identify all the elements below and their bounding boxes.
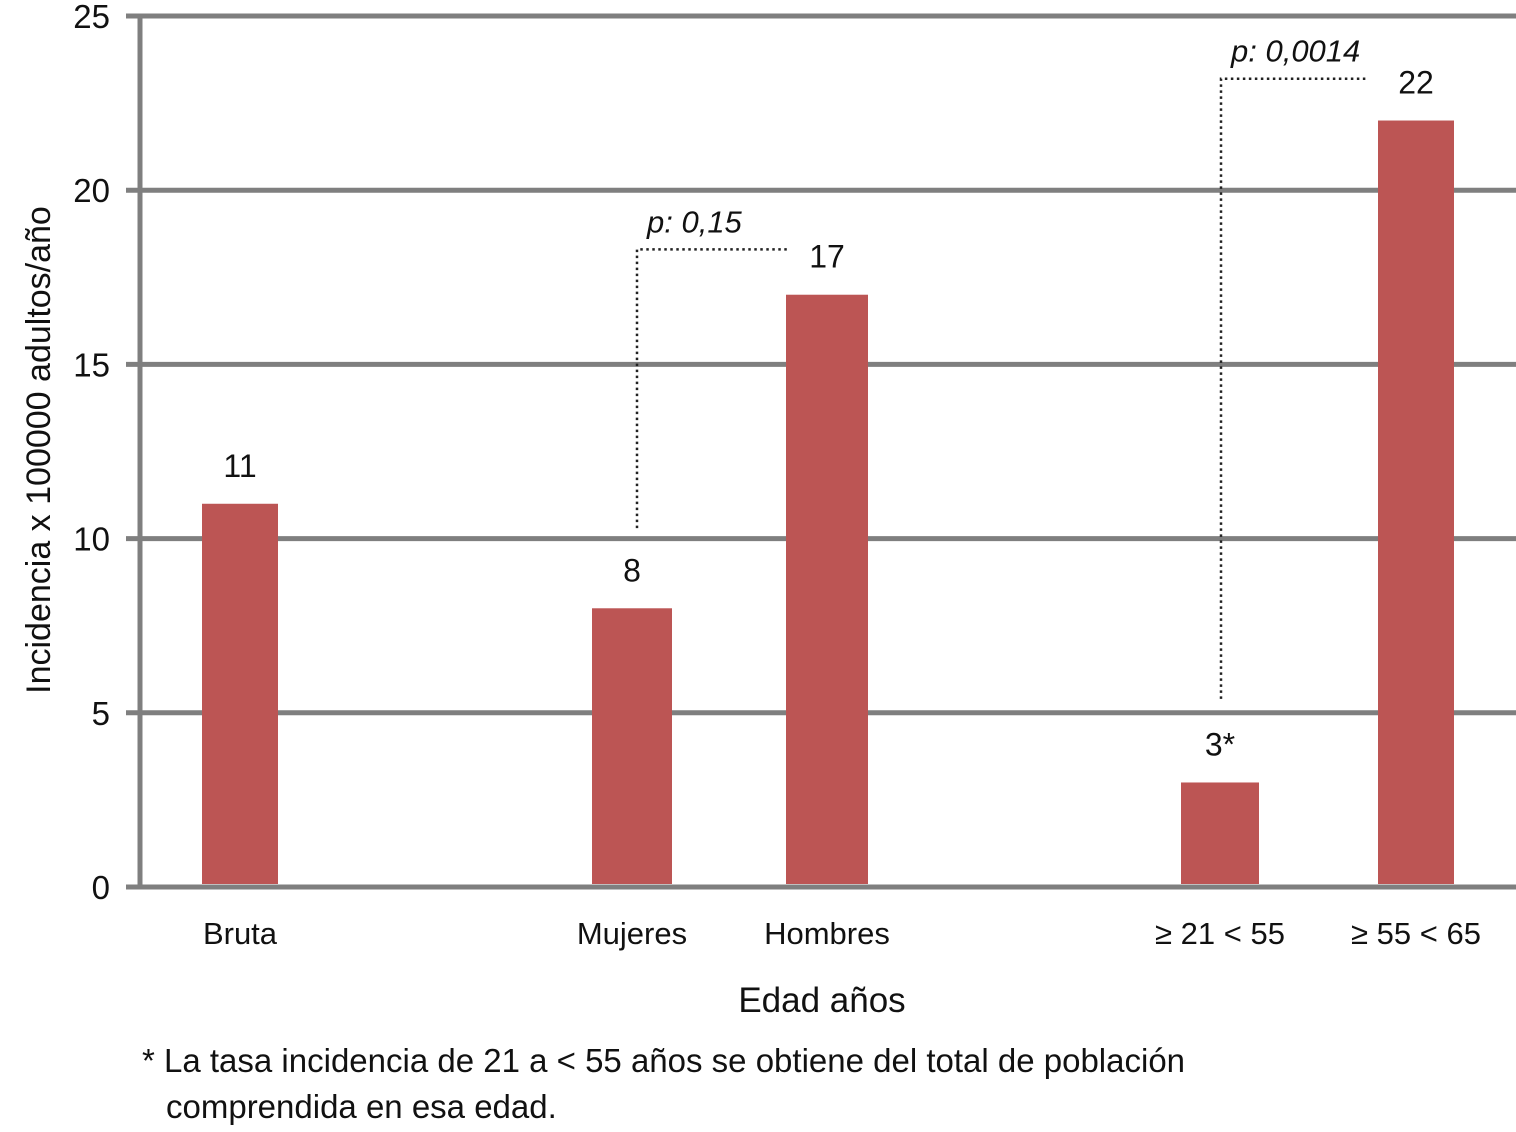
bar-3 <box>786 294 868 885</box>
y-tick-labels: 0 5 10 15 20 25 <box>73 0 110 906</box>
bar-4 <box>1181 782 1259 884</box>
footnote-line-2: comprendida en esa edad. <box>166 1088 557 1125</box>
x-axis-label: Edad años <box>738 981 905 1020</box>
value-labels: 11 8 17 3* 22 <box>223 65 1433 763</box>
value-label-5: 22 <box>1398 65 1434 101</box>
x-tick-label-5: ≥ 55 < 65 <box>1351 916 1481 951</box>
x-tick-label-1: Bruta <box>203 916 278 951</box>
x-tick-label-3: Hombres <box>764 916 890 951</box>
x-tick-labels: Bruta Mujeres Hombres ≥ 21 < 55 ≥ 55 < 65 <box>203 916 1481 951</box>
footnote-line-1: * La tasa incidencia de 21 a < 55 años s… <box>142 1042 1186 1079</box>
bracket-2 <box>1219 77 1367 699</box>
bar-5 <box>1378 120 1454 884</box>
value-label-3: 17 <box>809 239 845 275</box>
value-label-1: 11 <box>223 448 256 484</box>
value-label-4: 3* <box>1205 726 1235 762</box>
bars <box>202 120 1454 885</box>
significance-brackets: p: 0,15 p: 0,0014 <box>635 34 1367 699</box>
bar-2 <box>592 608 672 884</box>
y-tick-label-0: 0 <box>92 869 110 906</box>
p-value-label-2: p: 0,0014 <box>1230 34 1360 69</box>
y-tick-label-10: 10 <box>73 521 110 558</box>
x-tick-label-2: Mujeres <box>577 916 687 951</box>
x-tick-label-4: ≥ 21 < 55 <box>1155 916 1285 951</box>
y-axis-label: Incidencia x 100000 adultos/año <box>20 206 58 694</box>
y-tick-label-15: 15 <box>73 346 110 383</box>
bar-1 <box>202 503 278 884</box>
bracket-1 <box>635 248 788 529</box>
y-tick-label-20: 20 <box>73 172 110 209</box>
footnote: * La tasa incidencia de 21 a < 55 años s… <box>142 1038 1492 1130</box>
value-label-2: 8 <box>623 552 641 588</box>
y-tick-label-25: 25 <box>73 0 110 35</box>
p-value-label-1: p: 0,15 <box>646 204 743 239</box>
y-tick-label-5: 5 <box>92 695 110 732</box>
